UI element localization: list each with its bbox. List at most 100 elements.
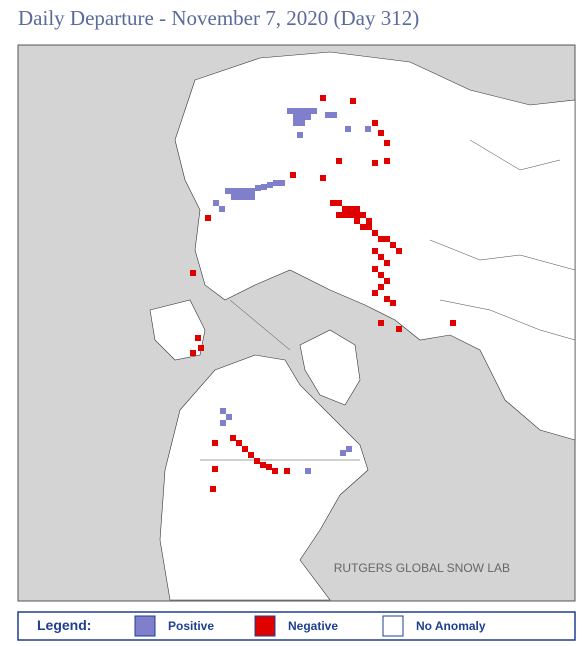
negative-cell [248, 452, 254, 458]
positive-cell [305, 114, 311, 120]
borders [200, 139, 576, 461]
positive-cell [293, 120, 299, 126]
negative-cell [360, 224, 366, 230]
page-title: Daily Departure - November 7, 2020 (Day … [18, 6, 420, 30]
negative-cell [190, 350, 196, 356]
positive-cell [243, 188, 249, 194]
legend-label: Positive [168, 619, 214, 633]
negative-cell [198, 345, 204, 351]
negative-cell [390, 300, 396, 306]
negative-cell [372, 160, 378, 166]
legend-box [17, 611, 576, 641]
map-credit: RUTGERS GLOBAL SNOW LAB [334, 561, 510, 575]
positive-cell [220, 408, 226, 414]
negative-cell [320, 95, 326, 101]
positive-cell [213, 200, 219, 206]
negative-cell [242, 446, 248, 452]
anomaly-cells [190, 95, 456, 492]
negative-cell [396, 248, 402, 254]
land [149, 51, 576, 601]
negative-cell [384, 278, 390, 284]
positive-cell [231, 188, 237, 194]
positive-cell [346, 446, 352, 452]
positive-cell [225, 188, 231, 194]
negative-cell [360, 212, 366, 218]
positive-cell [243, 194, 249, 200]
negative-cell [384, 260, 390, 266]
negative-cell [378, 130, 384, 136]
legend-swatch [134, 615, 156, 637]
negative-cell [205, 215, 211, 221]
negative-cell [195, 335, 201, 341]
positive-cell [226, 414, 232, 420]
legend-label: Negative [288, 619, 338, 633]
positive-cell [299, 114, 305, 120]
negative-cell [366, 218, 372, 224]
positive-cell [299, 108, 305, 114]
negative-cell [230, 435, 236, 441]
negative-cell [450, 320, 456, 326]
legend-items: Positive Negative No Anomaly [134, 615, 486, 637]
legend-title: Legend: [37, 617, 91, 633]
negative-cell [354, 212, 360, 218]
positive-cell [299, 120, 305, 126]
positive-cell [293, 108, 299, 114]
negative-cell [348, 206, 354, 212]
negative-cell [348, 212, 354, 218]
positive-cell [287, 108, 293, 114]
negative-cell [396, 326, 402, 332]
positive-cell [293, 114, 299, 120]
negative-cell [378, 320, 384, 326]
positive-cell [297, 132, 303, 138]
negative-cell [378, 272, 384, 278]
negative-cell [212, 440, 218, 446]
positive-cell [249, 194, 255, 200]
positive-cell [365, 126, 371, 132]
negative-cell [372, 248, 378, 254]
positive-cell [237, 188, 243, 194]
legend-swatch [382, 615, 404, 637]
positive-cell [340, 450, 346, 456]
positive-cell [311, 108, 317, 114]
positive-cell [220, 420, 226, 426]
legend-label: No Anomaly [416, 619, 486, 633]
negative-cell [390, 242, 396, 248]
legend-swatch [254, 615, 276, 637]
negative-cell [342, 206, 348, 212]
negative-cell [384, 236, 390, 242]
positive-cell [325, 112, 331, 118]
positive-cell [249, 188, 255, 194]
positive-cell [231, 194, 237, 200]
negative-cell [372, 230, 378, 236]
negative-cell [284, 468, 290, 474]
positive-cell [273, 180, 279, 186]
negative-cell [336, 212, 342, 218]
negative-cell [350, 98, 356, 104]
positive-cell [345, 126, 351, 132]
negative-cell [372, 266, 378, 272]
negative-cell [320, 175, 326, 181]
negative-cell [372, 120, 378, 126]
positive-cell [255, 185, 261, 191]
negative-cell [190, 270, 196, 276]
positive-cell [267, 182, 273, 188]
negative-cell [384, 140, 390, 146]
negative-cell [260, 462, 266, 468]
negative-cell [212, 466, 218, 472]
negative-cell [210, 486, 216, 492]
negative-cell [372, 290, 378, 296]
negative-cell [336, 200, 342, 206]
negative-cell [354, 206, 360, 212]
negative-cell [290, 172, 296, 178]
positive-cell [305, 108, 311, 114]
negative-cell [378, 236, 384, 242]
negative-cell [342, 212, 348, 218]
positive-cell [279, 180, 285, 186]
negative-cell [336, 158, 342, 164]
negative-cell [378, 254, 384, 260]
positive-cell [261, 184, 267, 190]
negative-cell [366, 224, 372, 230]
negative-cell [378, 284, 384, 290]
